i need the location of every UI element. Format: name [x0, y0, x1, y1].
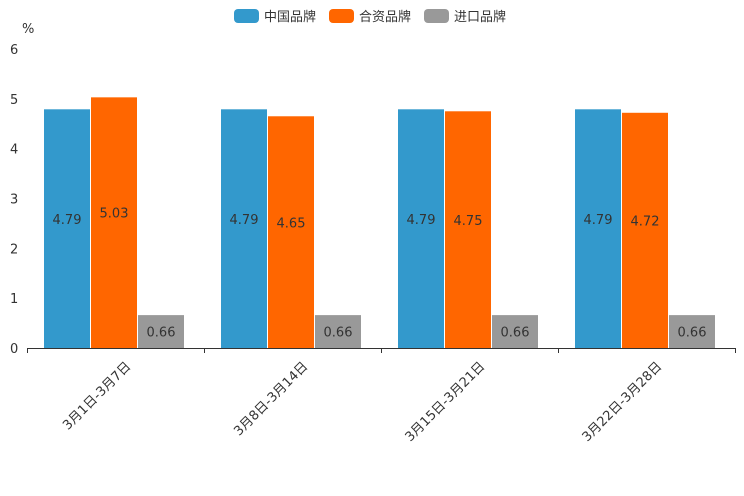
bar[interactable]: [575, 109, 621, 348]
data-label: 4.79: [407, 213, 436, 228]
legend-label-1[interactable]: 中国品牌: [264, 9, 316, 25]
legend-label-3[interactable]: 进口品牌: [454, 9, 506, 25]
x-tick-label: 3月1日-3月7日: [60, 359, 134, 433]
bar[interactable]: [492, 315, 538, 348]
y-tick-label: 0: [10, 342, 18, 357]
x-tick-label: 3月15日-3月21日: [403, 359, 489, 445]
bar[interactable]: [445, 111, 491, 349]
data-label: 0.66: [501, 326, 530, 341]
bar[interactable]: [138, 315, 184, 348]
x-tick-label: 3月8日-3月14日: [231, 359, 311, 439]
data-label: 0.66: [678, 326, 707, 341]
data-label: 0.66: [147, 326, 176, 341]
bars: [44, 97, 715, 349]
legend: 中国品牌 合资品牌 进口品牌: [234, 9, 506, 25]
y-tick-label: 6: [10, 43, 18, 58]
y-tick-label: 3: [10, 193, 18, 208]
legend-swatch-3[interactable]: [424, 9, 449, 23]
data-label: 4.79: [584, 213, 613, 228]
bar[interactable]: [669, 315, 715, 348]
data-label: 4.79: [230, 213, 259, 228]
data-label: 4.75: [454, 214, 483, 229]
legend-label-2[interactable]: 合资品牌: [359, 9, 411, 25]
bar[interactable]: [91, 97, 137, 348]
y-tick-label: 2: [10, 242, 18, 257]
data-label: 4.65: [277, 217, 306, 232]
data-label: 4.79: [53, 213, 82, 228]
y-tick-label: 4: [10, 143, 18, 158]
y-axis-ticks: 0 1 2 3 4 5 6: [10, 43, 18, 357]
data-label: 4.72: [631, 215, 660, 230]
y-tick-label: 5: [10, 93, 18, 108]
bar[interactable]: [268, 116, 314, 349]
legend-swatch-1[interactable]: [234, 9, 259, 23]
bar[interactable]: [221, 109, 267, 348]
y-tick-label: 1: [10, 292, 18, 307]
data-label: 5.03: [100, 207, 129, 222]
x-axis: 3月1日-3月7日 3月8日-3月14日 3月15日-3月21日 3月22日-3月28…: [27, 348, 736, 445]
data-labels: 4.79 5.03 0.66 4.79 4.65 0.66 4.79 4.75 0.66 4.79…: [53, 207, 707, 341]
y-axis-unit-label: %: [22, 22, 34, 37]
data-label: 0.66: [324, 326, 353, 341]
x-tick-label: 3月22日-3月28日: [580, 359, 666, 445]
bar[interactable]: [44, 109, 90, 348]
legend-swatch-2[interactable]: [329, 9, 354, 23]
bar[interactable]: [398, 109, 444, 348]
bar[interactable]: [622, 112, 668, 348]
bar[interactable]: [315, 315, 361, 348]
